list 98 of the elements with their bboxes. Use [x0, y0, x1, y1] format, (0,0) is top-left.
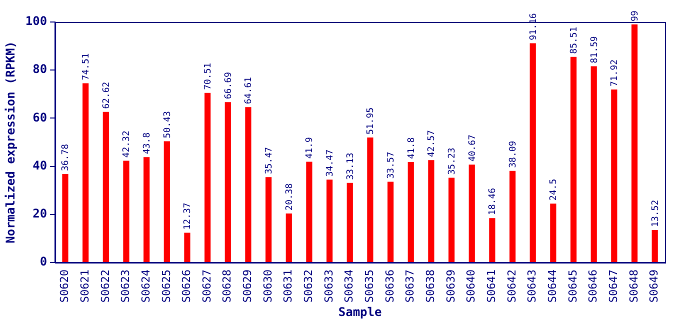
x-tick-label: S0632	[302, 269, 316, 303]
data-label: 34.47	[326, 150, 336, 177]
x-tick-label: S0633	[322, 269, 336, 303]
x-tick-label: S0648	[627, 269, 640, 303]
data-label: 36.78	[61, 144, 72, 172]
data-label: 42.57	[427, 130, 438, 158]
x-tick-label: S0642	[505, 269, 518, 303]
data-label: 70.51	[204, 62, 214, 90]
x-tick-label: S0625	[160, 269, 173, 303]
x-tick-label: S0631	[282, 269, 295, 303]
data-label: 24.5	[549, 178, 560, 201]
x-tick-label: S0626	[180, 269, 194, 303]
y-tick-label: 60	[32, 110, 48, 124]
x-tick-label: S0637	[404, 269, 417, 303]
data-label: 91.16	[528, 13, 539, 40]
data-label: 74.51	[82, 53, 92, 80]
bar	[123, 160, 130, 262]
bar	[530, 43, 536, 262]
bar	[266, 177, 272, 262]
data-label: 50.43	[162, 111, 173, 138]
data-label: 41.9	[305, 137, 316, 159]
data-label: 13.52	[650, 200, 661, 227]
x-tick-label: S0640	[464, 269, 478, 303]
data-label: 12.37	[183, 202, 194, 230]
bar	[184, 232, 190, 262]
x-tick-label: S0627	[200, 269, 214, 303]
x-axis-title: Sample	[338, 304, 382, 319]
data-label: 38.09	[508, 140, 519, 168]
bar	[387, 182, 394, 262]
x-tick-label: S0638	[424, 269, 438, 303]
x-tick-label: S0622	[98, 269, 112, 303]
bar	[306, 162, 312, 262]
data-label: 35.23	[448, 148, 458, 175]
bar	[82, 83, 89, 262]
x-tick-label: S0623	[119, 269, 132, 303]
bar	[224, 102, 231, 262]
bar	[631, 24, 638, 262]
data-label: 51.95	[366, 107, 376, 135]
data-label: 66.69	[224, 72, 234, 100]
bar	[428, 160, 434, 262]
x-tick-label: S0647	[607, 269, 620, 303]
x-tick-label: S0639	[444, 269, 458, 303]
bar	[652, 230, 658, 262]
bar	[204, 92, 211, 262]
x-tick-label: S0641	[485, 269, 498, 303]
bar	[245, 107, 252, 262]
data-label: 85.51	[570, 26, 580, 54]
x-tick-label: S0621	[78, 269, 92, 303]
bar	[509, 170, 516, 262]
x-tick-label: S0649	[648, 269, 661, 303]
data-label: 99	[630, 10, 641, 22]
x-tick-label: S0629	[241, 269, 254, 303]
y-tick-label: 40	[32, 158, 48, 172]
y-tick-label: 100	[25, 14, 48, 28]
y-tick-label: 20	[32, 206, 48, 221]
bar	[367, 138, 374, 262]
y-tick-label: 0	[40, 254, 48, 269]
bar	[102, 112, 109, 262]
x-tick-label: S0634	[342, 269, 356, 303]
data-label: 41.8	[406, 137, 417, 159]
data-label: 18.46	[488, 188, 498, 216]
data-label: 40.67	[468, 134, 478, 162]
y-tick-label: 80	[32, 62, 48, 76]
bar	[286, 213, 292, 262]
bar	[611, 90, 618, 262]
x-tick-label: S0644	[546, 269, 560, 303]
bar	[570, 56, 577, 262]
x-tick-label: S0635	[363, 269, 376, 303]
y-axis-title: Normalized expression (RPKM)	[3, 41, 18, 244]
x-tick-label: S0624	[139, 269, 152, 303]
bar	[448, 178, 455, 262]
data-label: 33.57	[386, 152, 397, 179]
bar	[550, 204, 556, 262]
x-tick-label: S0628	[220, 269, 234, 303]
x-tick-label: S0636	[383, 269, 396, 303]
data-label: 43.8	[142, 132, 153, 154]
data-label: 42.32	[122, 130, 132, 158]
x-tick-label: S0620	[58, 269, 72, 303]
data-label: 64.61	[244, 77, 254, 104]
bar	[346, 182, 353, 262]
bar	[62, 174, 68, 262]
bar	[590, 66, 597, 262]
data-label: 62.62	[102, 82, 112, 109]
x-tick-label: S0646	[586, 269, 600, 303]
x-tick-label: S0630	[261, 269, 274, 303]
bar	[326, 180, 333, 262]
bar	[489, 218, 496, 262]
x-tick-label: S0643	[526, 269, 539, 303]
data-label: 81.59	[590, 36, 600, 64]
bar	[164, 141, 170, 262]
data-label: 71.92	[610, 59, 620, 87]
bar	[144, 157, 150, 262]
data-label: 35.47	[264, 147, 275, 174]
x-tick-label: S0645	[566, 269, 580, 303]
data-label: 33.13	[346, 152, 356, 180]
bar	[468, 164, 475, 262]
bar	[408, 162, 414, 262]
data-label: 20.38	[284, 183, 295, 210]
